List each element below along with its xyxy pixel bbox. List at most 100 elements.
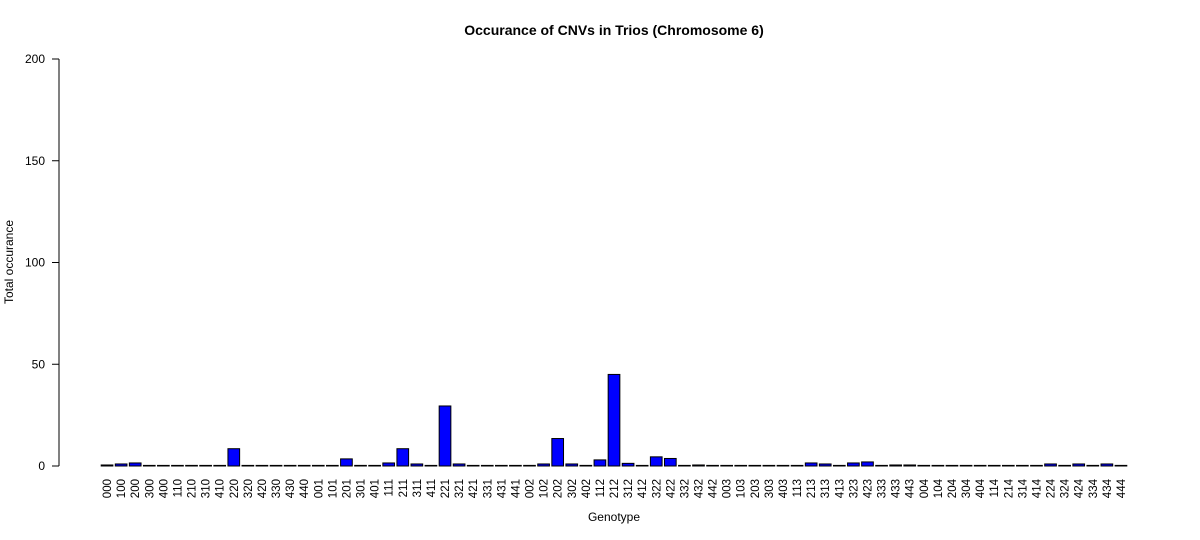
x-tick-label-321: 321 bbox=[454, 479, 466, 498]
x-tick-label-101: 101 bbox=[327, 479, 339, 498]
x-tick-label-111: 111 bbox=[384, 479, 396, 496]
bar-300 bbox=[142, 464, 156, 467]
bar-102 bbox=[537, 463, 550, 467]
bar-302 bbox=[565, 463, 579, 467]
bar-201 bbox=[340, 458, 353, 467]
bar-211 bbox=[396, 448, 410, 467]
x-tick-label-202: 202 bbox=[553, 479, 565, 498]
bar-404 bbox=[973, 464, 987, 467]
x-tick-label-200: 200 bbox=[130, 479, 142, 498]
x-tick-label-442: 442 bbox=[708, 479, 720, 498]
x-tick-label-000: 000 bbox=[102, 479, 114, 498]
bar-444 bbox=[1114, 464, 1128, 467]
bar-304 bbox=[959, 464, 973, 467]
x-tick-label-310: 310 bbox=[201, 479, 213, 498]
bar-423 bbox=[861, 461, 874, 467]
x-tick-label-113: 113 bbox=[792, 479, 804, 497]
x-tick-label-302: 302 bbox=[567, 479, 579, 498]
x-tick-label-424: 424 bbox=[1074, 478, 1086, 498]
bar-402 bbox=[579, 464, 593, 467]
x-tick-label-432: 432 bbox=[693, 479, 705, 498]
x-tick-label-224: 224 bbox=[1046, 478, 1058, 498]
y-tick-label: 200 bbox=[25, 52, 45, 66]
x-tick-label-334: 334 bbox=[1088, 478, 1100, 498]
bar-321 bbox=[452, 463, 466, 467]
bar-221 bbox=[438, 405, 452, 467]
bar-322 bbox=[649, 456, 663, 467]
bar-212 bbox=[607, 373, 621, 467]
bar-422 bbox=[663, 457, 677, 467]
x-tick-label-001: 001 bbox=[313, 479, 325, 498]
x-tick-label-211: 211 bbox=[398, 479, 410, 497]
y-tick-label: 150 bbox=[25, 154, 45, 168]
bar-434 bbox=[1100, 463, 1114, 467]
x-tick-label-401: 401 bbox=[370, 479, 382, 498]
bar-103 bbox=[734, 464, 748, 467]
x-tick-label-213: 213 bbox=[806, 479, 818, 498]
bar-442 bbox=[706, 464, 719, 467]
x-tick-label-212: 212 bbox=[609, 479, 621, 498]
bar-333 bbox=[875, 464, 888, 467]
x-tick-label-323: 323 bbox=[848, 479, 860, 498]
bar-331 bbox=[480, 464, 494, 467]
bar-320 bbox=[241, 464, 255, 467]
x-tick-label-004: 004 bbox=[919, 478, 931, 498]
bar-311 bbox=[410, 463, 424, 467]
bar-112 bbox=[593, 459, 607, 467]
x-tick-label-331: 331 bbox=[482, 479, 494, 498]
bar-210 bbox=[185, 464, 198, 467]
x-tick-label-102: 102 bbox=[539, 479, 551, 498]
bar-441 bbox=[509, 464, 522, 467]
bar-111 bbox=[382, 462, 396, 467]
bar-214 bbox=[1001, 464, 1015, 467]
x-tick-label-110: 110 bbox=[172, 479, 184, 497]
x-tick-label-332: 332 bbox=[679, 479, 691, 498]
x-axis-label: Genotype bbox=[588, 510, 640, 524]
x-tick-label-444: 444 bbox=[1116, 478, 1128, 498]
x-tick-label-304: 304 bbox=[961, 478, 973, 498]
bar-104 bbox=[931, 464, 945, 467]
bar-110 bbox=[171, 464, 184, 467]
x-tick-label-201: 201 bbox=[341, 479, 353, 498]
x-tick-label-204: 204 bbox=[947, 478, 959, 498]
x-tick-label-300: 300 bbox=[144, 479, 156, 498]
bar-401 bbox=[368, 464, 381, 467]
x-tick-label-114: 114 bbox=[989, 478, 1001, 497]
x-tick-label-104: 104 bbox=[933, 478, 945, 498]
bar-204 bbox=[945, 464, 959, 467]
x-tick-label-100: 100 bbox=[116, 479, 128, 498]
x-tick-label-403: 403 bbox=[778, 479, 790, 498]
bar-414 bbox=[1030, 464, 1043, 467]
bar-203 bbox=[748, 464, 762, 467]
x-tick-label-420: 420 bbox=[257, 479, 269, 498]
x-tick-label-003: 003 bbox=[722, 479, 734, 498]
x-tick-label-214: 214 bbox=[1003, 478, 1015, 498]
bar-400 bbox=[157, 464, 170, 467]
bar-433 bbox=[889, 464, 902, 467]
bar-220 bbox=[227, 448, 241, 467]
bar-420 bbox=[255, 464, 269, 467]
x-tick-label-402: 402 bbox=[581, 479, 593, 498]
bar-323 bbox=[847, 462, 860, 467]
bar-303 bbox=[762, 464, 776, 467]
bar-440 bbox=[297, 464, 311, 467]
x-tick-label-411: 411 bbox=[426, 479, 438, 497]
x-tick-label-412: 412 bbox=[637, 479, 649, 498]
x-tick-label-324: 324 bbox=[1060, 478, 1072, 498]
x-tick-label-413: 413 bbox=[834, 479, 846, 498]
bar-421 bbox=[466, 464, 480, 467]
x-tick-label-400: 400 bbox=[158, 479, 170, 498]
bar-424 bbox=[1072, 463, 1086, 467]
bar-412 bbox=[635, 464, 649, 467]
bar-200 bbox=[128, 462, 142, 467]
y-axis: 0 50 100 150 200 bbox=[25, 52, 60, 473]
x-tick-label-311: 311 bbox=[412, 479, 424, 497]
x-tick-label-313: 313 bbox=[820, 479, 832, 498]
bar-202 bbox=[551, 438, 565, 467]
y-axis-label: Total occurance bbox=[2, 220, 16, 304]
bar-443 bbox=[903, 464, 917, 467]
y-tick-label: 100 bbox=[25, 256, 45, 270]
bar-004 bbox=[917, 464, 931, 467]
x-tick-label-440: 440 bbox=[299, 479, 311, 498]
